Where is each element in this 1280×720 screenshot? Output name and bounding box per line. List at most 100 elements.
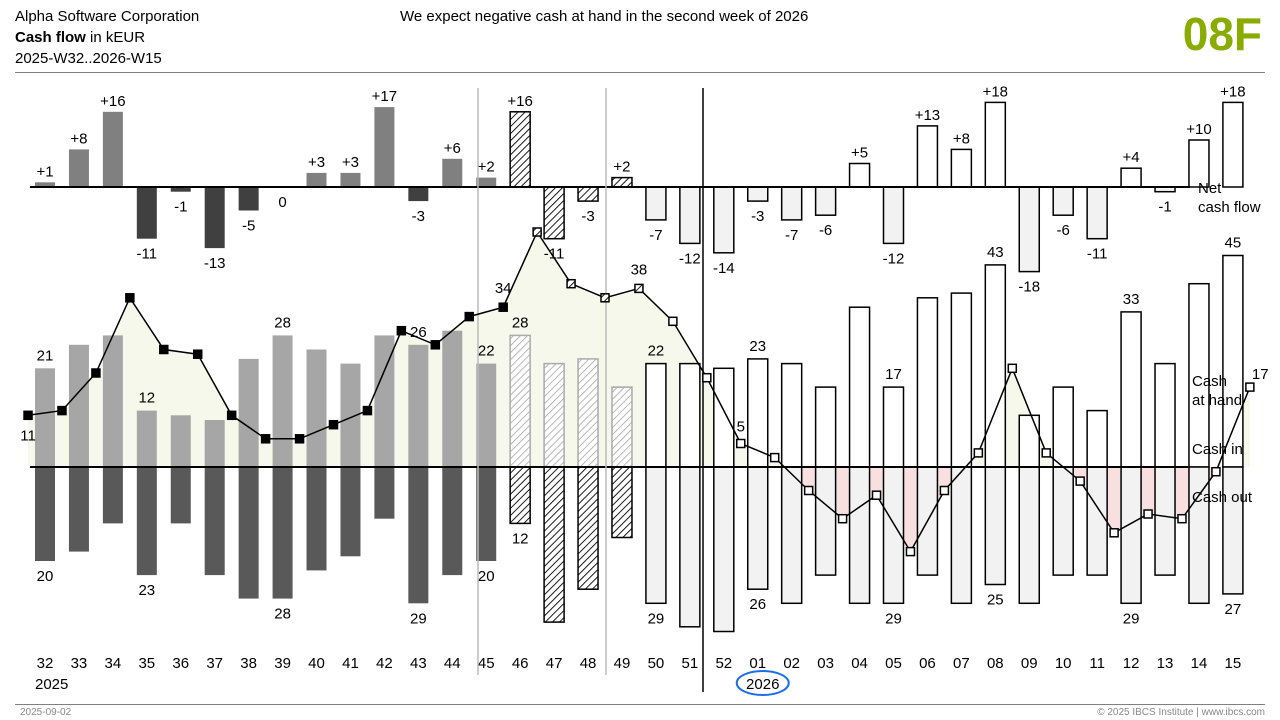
- net-cash-flow-series-label: Net: [1198, 180, 1222, 197]
- week-tick-label: 08: [987, 655, 1004, 672]
- chart-title-unit: in kEUR: [85, 29, 146, 46]
- cash-in-bar: [35, 368, 55, 467]
- net-cash-flow-label: +2: [613, 159, 630, 176]
- cash-out-bar: [1120, 466, 1142, 605]
- cash-at-hand-marker: [1245, 382, 1255, 392]
- cash-in-bar: [136, 410, 157, 467]
- cash-out-bar: [984, 466, 1007, 586]
- cash-at-hand-marker: [294, 434, 305, 444]
- cash-out-label: 29: [648, 610, 665, 627]
- week-tick-label: 01: [749, 655, 766, 672]
- cash-in-bar: [1154, 362, 1176, 468]
- cash-at-hand-marker: [634, 283, 644, 294]
- week-tick-label: 49: [614, 655, 631, 672]
- net-cash-flow-bar: [1188, 139, 1210, 188]
- cash-out-bar: [1086, 466, 1108, 576]
- net-cash-flow-bar: [746, 186, 769, 202]
- cash-in-label: 33: [1123, 291, 1140, 308]
- net-cash-flow-label: +3: [308, 154, 325, 171]
- cash-in-bar: [1086, 409, 1108, 468]
- cash-in-bar: [645, 362, 667, 468]
- net-cash-flow-bar: [35, 182, 55, 187]
- week-tick-label: 47: [546, 655, 563, 672]
- cash-at-hand-marker: [973, 448, 984, 458]
- year-label-highlighted: 2026: [746, 676, 779, 693]
- cash-out-bar: [68, 467, 89, 552]
- cash-at-hand-positive-area: [28, 232, 1250, 467]
- cash-at-hand-marker: [498, 302, 508, 312]
- net-cash-flow-bar: [170, 187, 191, 192]
- cash-in-bar: [882, 386, 905, 468]
- cash-out-label: 20: [478, 568, 495, 585]
- net-cash-flow-label: +4: [1123, 149, 1140, 166]
- cash-in-label: 23: [749, 338, 766, 355]
- cash-in-bar: [204, 420, 225, 467]
- cash-at-hand-marker: [430, 340, 441, 350]
- cash-in-bar: [611, 386, 633, 468]
- week-tick-label: 33: [71, 655, 88, 672]
- cash-out-bar: [679, 466, 701, 628]
- net-cash-flow-bar: [1052, 186, 1074, 216]
- year-label: 2025: [35, 676, 68, 693]
- net-cash-flow-bar: [543, 186, 565, 240]
- cash-at-hand-marker: [396, 325, 407, 336]
- net-cash-flow-label: -1: [1158, 199, 1171, 216]
- cash-flow-chart: +1212032+833+1634-11122335-136-1337-5380…: [20, 83, 1269, 696]
- cash-at-hand-marker: [871, 490, 882, 500]
- cash-in-bar: [577, 358, 599, 468]
- cash-at-hand-marker: [600, 293, 610, 303]
- cash-out-bar: [543, 466, 565, 623]
- header-divider: [15, 72, 1265, 73]
- cash-in-bar: [509, 334, 531, 468]
- cash-out-bar: [272, 467, 293, 599]
- cash-in-bar: [374, 335, 395, 467]
- week-tick-label: 12: [1123, 655, 1140, 672]
- net-cash-flow-label: 0: [278, 194, 286, 211]
- net-cash-flow-bar: [814, 186, 837, 216]
- cash-at-hand-marker: [57, 405, 67, 416]
- cash-in-bar: [848, 306, 871, 468]
- net-cash-flow-bar: [679, 186, 701, 245]
- cash-at-hand-label: 5: [737, 419, 745, 436]
- net-cash-flow-label: +16: [507, 93, 532, 110]
- cash-in-bar: [442, 330, 463, 467]
- cash-out-bar: [950, 466, 973, 605]
- week-tick-label: 05: [885, 655, 902, 672]
- cash-at-hand-series-label: Cash: [1192, 373, 1227, 390]
- week-tick-label: 13: [1157, 655, 1174, 672]
- net-cash-flow-bar: [916, 125, 939, 188]
- net-cash-flow-label: -11: [137, 246, 158, 263]
- net-cash-flow-label: -14: [713, 260, 735, 277]
- week-tick-label: 06: [919, 655, 936, 672]
- chart-period: 2025-W32..2026-W15: [15, 50, 162, 67]
- cash-in-label: 17: [885, 366, 902, 383]
- cash-in-label: 22: [648, 343, 665, 360]
- cash-out-label: 27: [1225, 601, 1242, 618]
- week-tick-label: 32: [37, 655, 54, 672]
- cash-out-bar: [814, 466, 837, 576]
- cash-at-hand-marker: [905, 546, 916, 557]
- net-cash-flow-label: +5: [851, 145, 868, 162]
- net-cash-flow-bar: [374, 107, 395, 187]
- week-tick-label: 10: [1055, 655, 1072, 672]
- net-cash-flow-bar: [882, 186, 905, 245]
- chart-title-measure: Cash flow: [15, 29, 86, 46]
- week-tick-label: 34: [105, 655, 122, 672]
- cash-out-bar: [577, 466, 599, 590]
- week-tick-label: 50: [648, 655, 665, 672]
- company-name: Alpha Software Corporation: [15, 8, 200, 25]
- net-cash-flow-label: +17: [372, 88, 397, 105]
- cash-at-hand-marker: [532, 227, 542, 237]
- cash-at-hand-marker: [260, 434, 271, 444]
- week-tick-label: 52: [715, 655, 732, 672]
- week-tick-label: 41: [342, 655, 359, 672]
- cash-in-bar: [1018, 414, 1041, 468]
- cash-in-bar: [238, 358, 259, 467]
- cash-in-bar: [68, 344, 89, 467]
- footer-copyright: © 2025 IBCS Institute | www.ibcs.com: [1097, 707, 1265, 718]
- cash-at-hand-marker: [736, 438, 746, 449]
- cash-in-bar: [1120, 311, 1142, 468]
- week-tick-label: 15: [1225, 655, 1242, 672]
- cash-out-series-label: Cash out: [1192, 489, 1253, 506]
- net-cash-flow-bar: [611, 176, 633, 188]
